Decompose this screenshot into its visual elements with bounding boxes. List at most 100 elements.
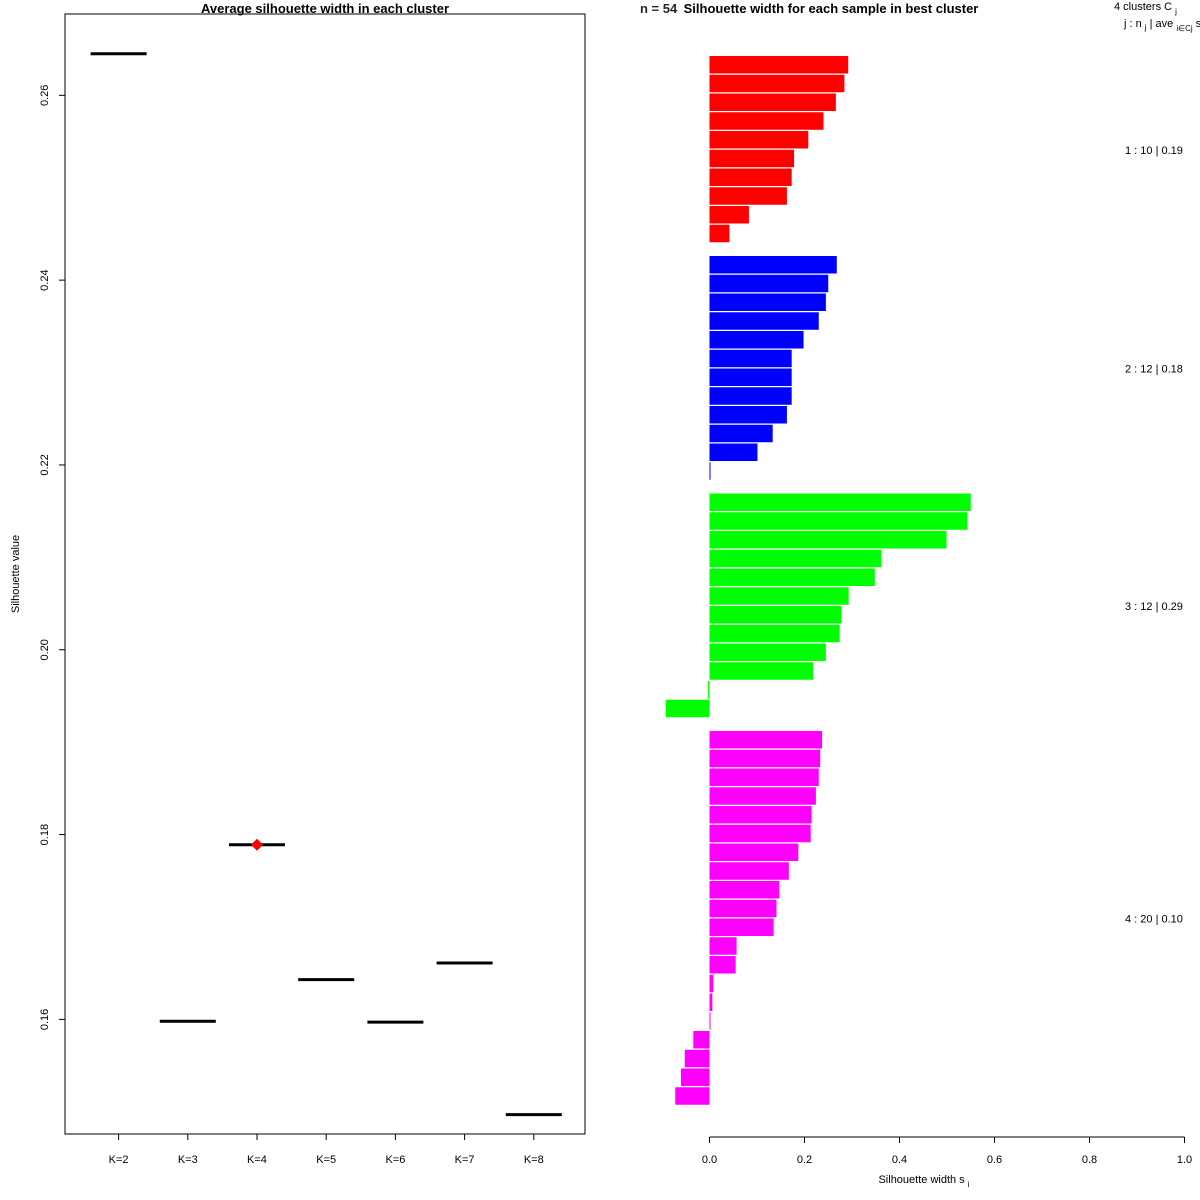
legend-header-1-text: 4 clusters C [1114,1,1172,13]
left-x-tick-label: K=4 [247,1154,267,1166]
silhouette-bar-c3-5 [709,568,875,586]
right-x-axis-label-text: Silhouette width s [878,1174,965,1186]
left-plot-box [64,13,586,1135]
left-data-marks [90,52,562,1117]
silhouette-bar-c3-9 [709,643,826,661]
left-y-axis: 0.16 0.18 0.20 0.22 0.24 0.26 [39,85,65,1030]
left-x-tick-label: K=6 [385,1154,405,1166]
silhouette-bar-c3-4 [709,549,882,568]
silhouette-bar-c3-8 [709,624,840,643]
left-y-axis-label: Silhouette value [10,535,22,613]
left-x-tick-label: K=7 [455,1154,475,1166]
silhouette-bar-c4-2 [709,749,821,768]
legend-header-2-text: j : n [1123,18,1142,30]
right-chart-title: Silhouette width for each sample in best… [684,1,979,16]
silhouette-bar-c4-4 [709,787,816,805]
silhouette-bar-c4-1 [709,731,823,749]
legend-header-line-1: 4 clusters C j [1114,1,1177,16]
legend-header-2-end: s [1196,18,1200,30]
silhouette-bars [665,56,971,1105]
legend-header-line-2: j : n j | ave i∈Cj s i [1123,18,1200,34]
silhouette-bar-c1-1 [709,56,849,74]
silhouette-bar-c4-16 [709,1012,711,1030]
silhouette-bar-c1-4 [709,112,824,130]
right-x-tick-label: 0.0 [702,1154,717,1166]
silhouette-bar-c4-19 [681,1068,710,1086]
left-chart-title: Average silhouette width in each cluster [201,1,449,16]
silhouette-bar-c4-15 [709,993,713,1011]
left-x-axis: K=2 K=3 K=4 K=5 K=6 K=7 K=8 [109,1134,544,1166]
left-y-tick-label: 0.24 [39,269,51,290]
right-x-tick-label: 0.4 [892,1154,907,1166]
silhouette-bar-c2-1 [709,256,837,274]
silhouette-bar-c3-6 [709,587,849,605]
legend-header-2-subscript-2: i∈Cj [1176,24,1193,33]
left-x-tick-label: K=3 [178,1154,198,1166]
right-x-tick-label: 0.6 [987,1154,1002,1166]
silhouette-bar-c4-12 [709,937,737,955]
best-cluster-marker [251,838,263,851]
silhouette-bar-c1-9 [709,206,749,224]
silhouette-bar-c4-14 [709,974,714,993]
silhouette-bar-c4-20 [675,1087,710,1105]
cluster-summary-labels: 1 : 10 | 0.19 2 : 12 | 0.18 3 : 12 | 0.29 4… [1125,145,1183,926]
left-y-tick-label: 0.26 [39,85,51,106]
silhouette-bar-c4-8 [709,862,789,880]
silhouette-bar-c2-4 [709,312,819,330]
cluster-1-summary: 1 : 10 | 0.19 [1125,145,1183,157]
legend-header-2-mid: | ave [1150,18,1174,30]
silhouette-bar-c1-3 [709,93,836,111]
silhouette-bar-c3-12 [665,699,710,718]
right-x-axis: 0.0 0.2 0.4 0.6 0.8 1.0 [702,1136,1192,1166]
silhouette-bar-c2-6 [709,349,792,368]
silhouette-bar-c2-3 [709,293,826,311]
legend-header-1-subscript: j [1174,7,1177,16]
left-y-tick-label: 0.22 [39,454,51,475]
right-chart-title-overlap: n = 54 [640,1,678,16]
silhouette-bar-c4-7 [709,843,799,861]
left-x-tick-label: K=5 [316,1154,336,1166]
silhouette-bar-c2-10 [709,424,773,443]
silhouette-bar-c1-8 [709,187,787,205]
silhouette-bar-c2-7 [709,368,792,386]
silhouette-bar-c3-2 [709,512,968,530]
silhouette-bar-c4-9 [709,881,780,899]
average-silhouette-panel: Average silhouette width in each cluster… [10,1,586,1166]
silhouette-bar-c4-6 [709,824,811,843]
silhouette-bar-c4-18 [684,1049,710,1068]
silhouette-bar-c1-5 [709,131,809,149]
right-x-axis-label: Silhouette width s i [878,1174,969,1189]
left-y-tick-label: 0.18 [39,824,51,845]
silhouette-bar-c2-8 [709,387,792,405]
left-y-tick-label: 0.16 [39,1009,51,1030]
left-x-tick-label: K=2 [109,1154,129,1166]
silhouette-bar-c3-11 [708,681,710,699]
silhouette-bar-c2-12 [709,462,711,480]
silhouette-bar-c4-5 [709,806,812,824]
cluster-4-summary: 4 : 20 | 0.10 [1125,914,1183,926]
silhouette-bar-c1-7 [709,168,792,186]
silhouette-bar-c4-17 [693,1031,710,1049]
silhouette-bar-c3-7 [709,606,842,624]
silhouette-bar-c1-6 [709,149,795,168]
silhouette-bar-c1-2 [709,74,845,93]
right-x-tick-label: 0.2 [797,1154,812,1166]
silhouette-bar-c1-10 [709,224,730,243]
silhouette-bar-c4-13 [709,956,736,974]
sample-silhouette-panel: n = 54 Silhouette width for each sample … [640,1,1200,1189]
cluster-3-summary: 3 : 12 | 0.29 [1125,601,1183,613]
left-y-tick-label: 0.20 [39,639,51,660]
legend-header-2-subscript: j [1144,23,1147,32]
silhouette-bar-c3-1 [709,493,971,511]
cluster-2-summary: 2 : 12 | 0.18 [1125,364,1183,376]
right-x-tick-label: 0.8 [1082,1154,1097,1166]
right-x-axis-label-subscript: i [968,1180,970,1189]
silhouette-bar-c2-9 [709,406,787,424]
silhouette-bar-c4-10 [709,899,777,918]
left-x-tick-label: K=8 [524,1154,544,1166]
silhouette-bar-c3-10 [709,662,814,680]
silhouette-bar-c2-5 [709,331,804,349]
silhouette-bar-c4-11 [709,918,774,936]
silhouette-bar-c4-3 [709,768,819,786]
